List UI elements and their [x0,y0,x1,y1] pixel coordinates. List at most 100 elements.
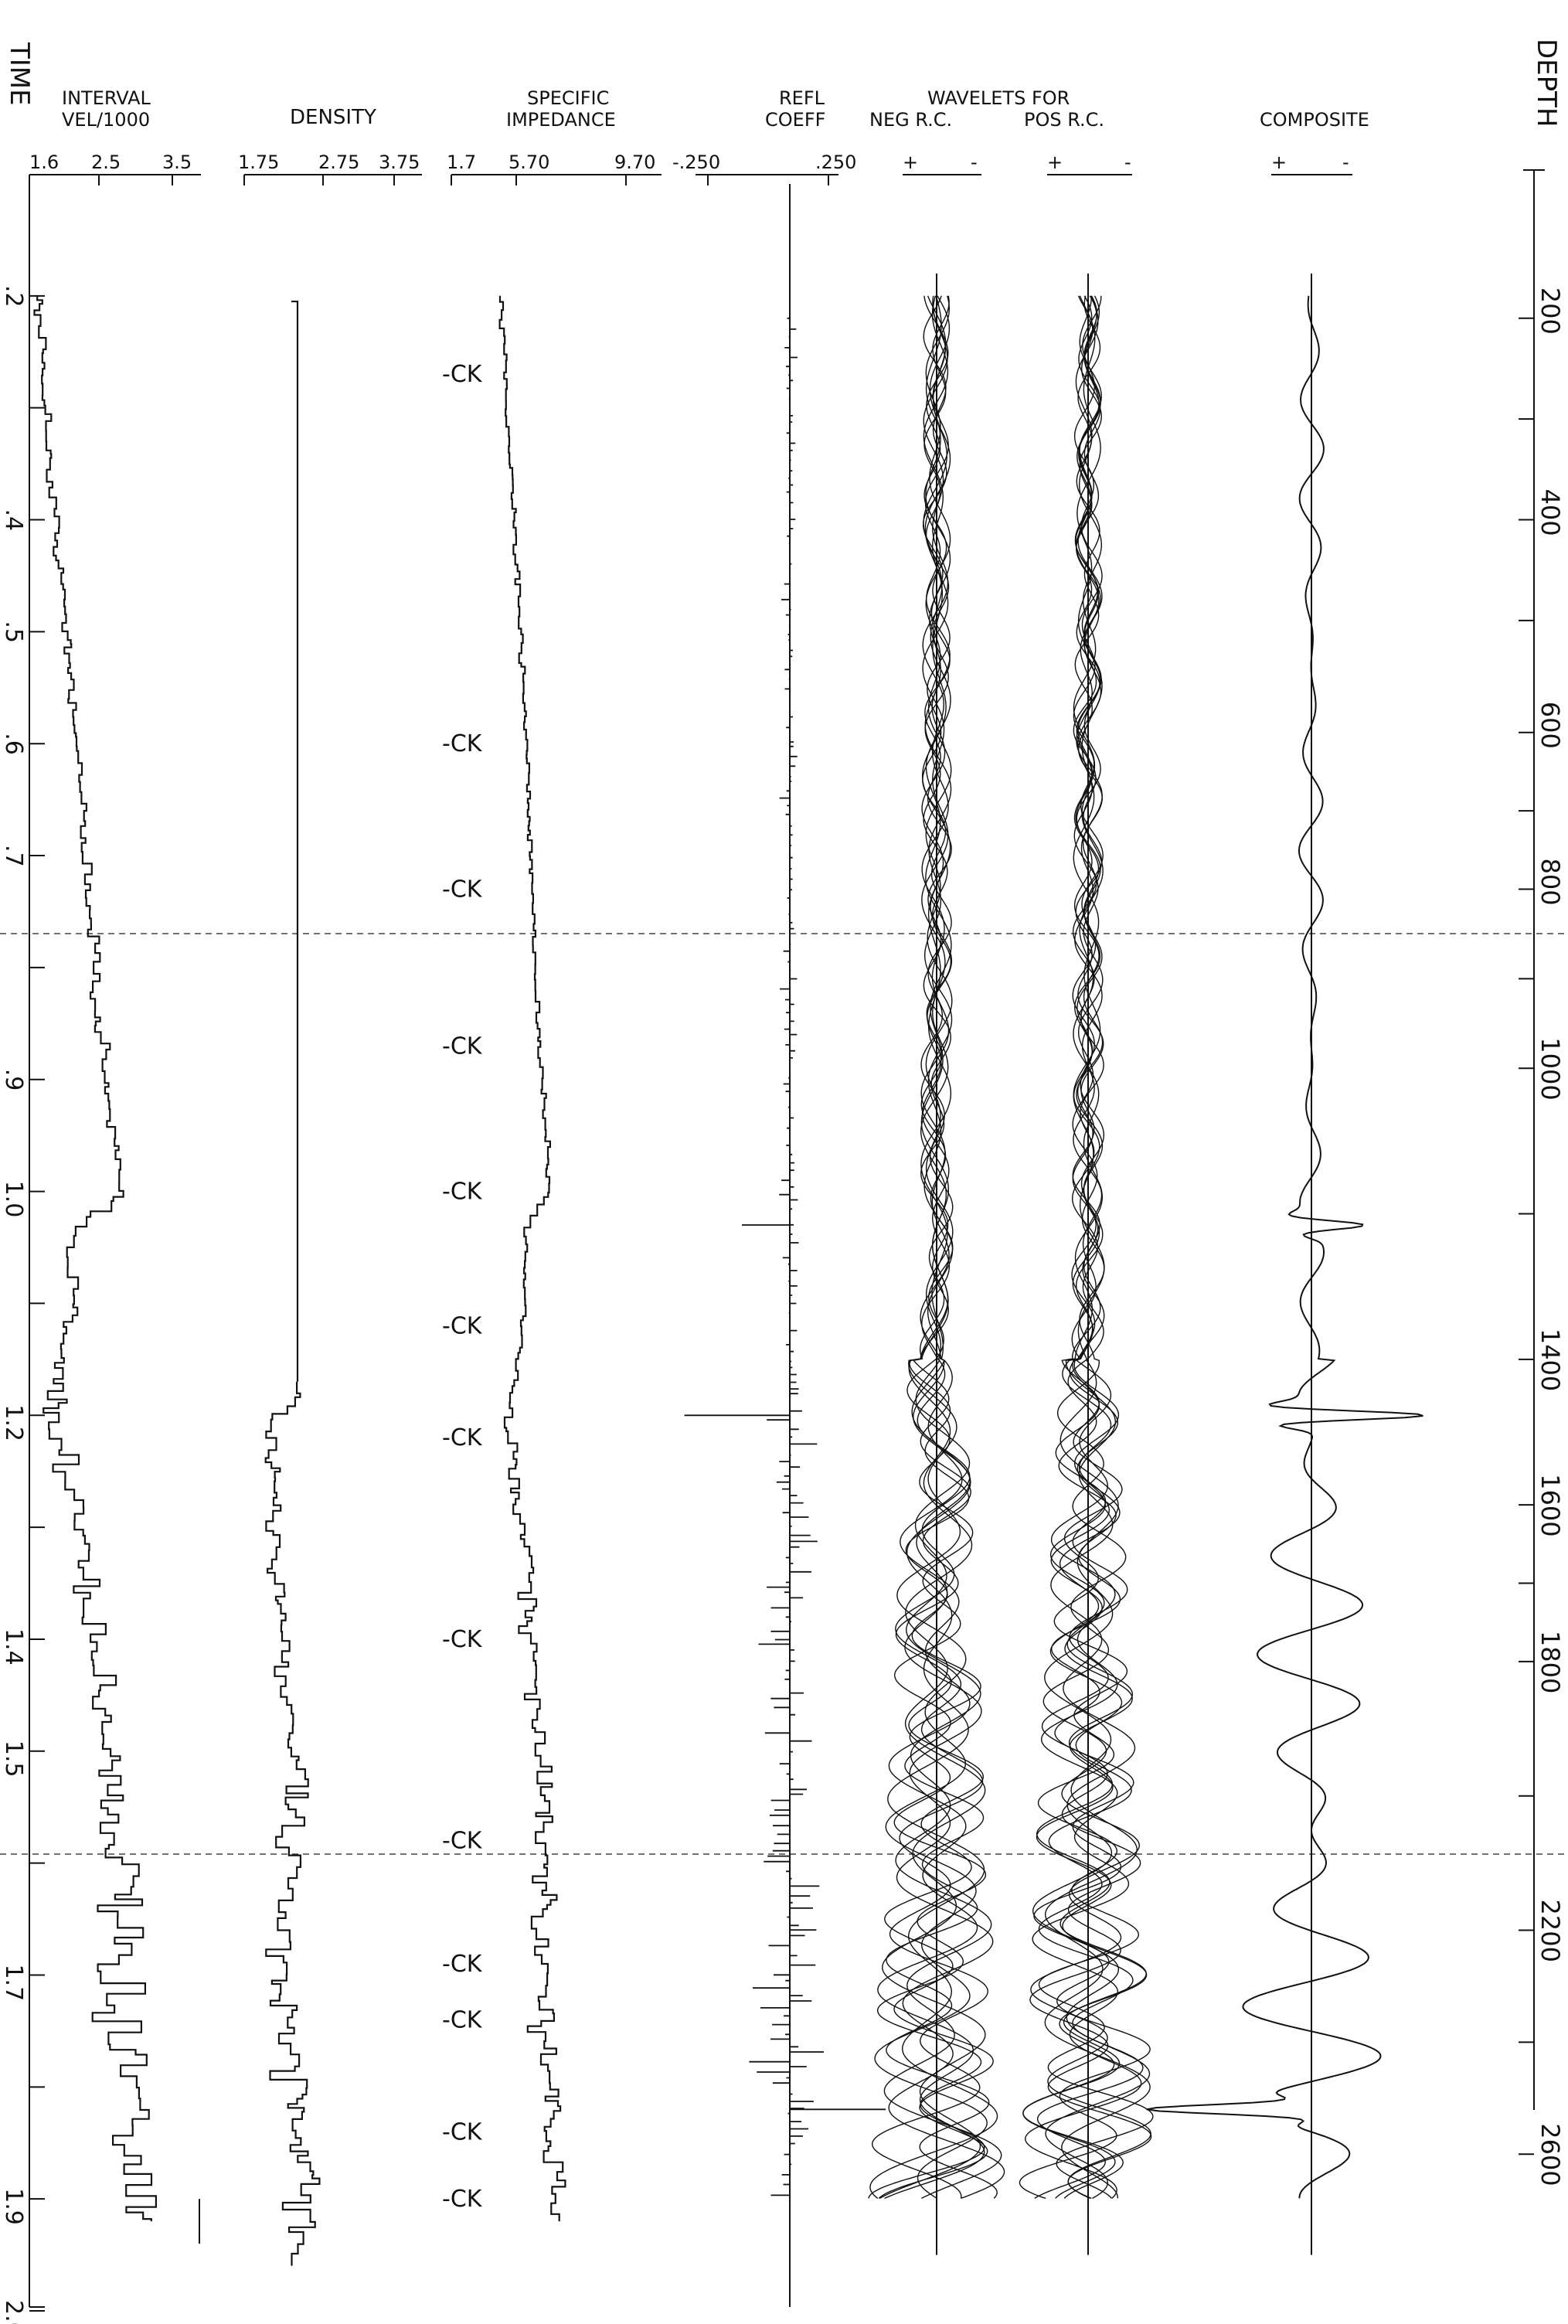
time-tick-label-12: 2.0 [0,2300,27,2324]
scale-bar-den [243,174,422,185]
scale-den-2: 2.75 [318,151,359,173]
ck-label-4: -CK [442,1179,483,1206]
scale-bar-rc [696,174,838,185]
ck-label-7: -CK [442,1626,483,1653]
track-headers: INTERVAL VEL/1000 DENSITY SPECIFIC IMPED… [62,87,1369,131]
scale-den-3: 3.75 [379,151,420,173]
scale-labels: 1.6 2.5 3.5 1.75 2.75 3.75 1.7 5.70 9.70… [29,151,1349,173]
header-wavelets-for: WAVELETS FOR [927,87,1070,109]
ck-label-11: -CK [442,2118,483,2145]
ck-label-3: -CK [442,1033,483,1060]
time-tick-label-6: 1.0 [0,1181,27,1218]
depth-tick-label-3: 800 [1536,859,1565,906]
time-tick-label-11: 1.9 [0,2188,27,2225]
ck-label-5: -CK [442,1312,483,1339]
ck-label-6: -CK [442,1424,483,1451]
header-specific-impedance-line2: IMPEDANCE [506,109,616,131]
depth-tick-label-6: 1600 [1536,1474,1565,1536]
time-tick-label-9: 1.5 [0,1740,27,1778]
depth-tick-label-4: 1000 [1536,1037,1565,1100]
velocity-curve [33,295,157,2222]
scale-imp-2: 5.70 [508,151,549,173]
header-interval-velocity-line2: VEL/1000 [62,109,150,131]
scale-neg-minus: - [971,151,978,173]
scale-comp-plus: + [1271,151,1287,173]
density-curve [264,1381,321,2266]
scale-imp-3: 9.70 [614,151,655,173]
depth-tick-label-7: 1800 [1536,1631,1565,1693]
time-tick-label-4: .7 [0,845,27,867]
ck-label-9: -CK [442,1951,483,1978]
time-tick-label-8: 1.4 [0,1628,27,1666]
header-refl-coeff-line1: REFL [779,87,825,109]
scale-neg-plus: + [903,151,918,173]
time-tick-label-3: .6 [0,733,27,755]
ck-label-8: -CK [442,1828,483,1855]
time-axis-title: TIME [4,42,35,106]
neg-wavelet-strand-7 [886,295,998,2199]
scale-pos-plus: + [1047,151,1063,173]
scale-den-1: 1.75 [238,151,279,173]
depth-tick-label-1: 400 [1536,489,1565,536]
header-refl-coeff: REFL COEFF [765,87,831,131]
scale-vel-3: 3.5 [162,151,192,173]
header-neg-rc: NEG R.C. [869,109,952,131]
reference-lines [0,933,1568,1855]
pos-wavelet-strand-4 [1032,295,1151,2200]
header-pos-rc: POS R.C. [1024,109,1104,131]
ck-label-0: -CK [442,361,483,388]
header-composite: COMPOSITE [1260,109,1369,131]
scale-bar-vel [29,174,201,185]
depth-axis-title: DEPTH [1531,39,1562,128]
time-tick-label-1: .4 [0,509,27,532]
scale-rc-1: -.250 [672,151,720,173]
depth-tick-label-2: 600 [1536,702,1565,749]
ck-labels: -CK -CK -CK -CK -CK -CK -CK -CK -CK -CK -CK -CK -CK [442,361,483,2213]
pos-wavelet-strand-6 [1022,295,1148,2199]
header-interval-velocity-line1: INTERVAL [62,87,151,109]
scale-vel-1: 1.6 [29,151,59,173]
ck-label-12: -CK [442,2186,483,2213]
pos-wavelet-strand-9 [1029,295,1152,2200]
neg-wavelet-strand-6 [877,295,985,2200]
scale-imp-1: 1.7 [447,151,476,173]
scale-pos-minus: - [1124,151,1131,173]
composite-trace [1146,295,1423,2199]
depth-tick-label-0: 200 [1536,288,1565,335]
neg-wavelet-strand-9 [868,295,987,2199]
time-tick-label-2: .5 [0,621,27,643]
pos-wavelet-strand-7 [1044,295,1151,2199]
ck-label-10: -CK [442,2006,483,2033]
header-specific-impedance-line1: SPECIFIC [527,87,609,109]
ck-label-2: -CK [442,876,483,903]
header-refl-coeff-line2: COEFF [765,109,825,131]
header-density: DENSITY [290,106,376,129]
axes [29,169,1545,2312]
neg-wavelet-strand-8 [871,295,988,2199]
depth-tick-label-5: 1400 [1536,1329,1565,1391]
ck-label-1: -CK [442,730,483,757]
time-tick-label-7: 1.2 [0,1404,27,1441]
neg-wavelet-strand-5 [878,295,994,2199]
scale-comp-minus: - [1342,151,1349,173]
scale-vel-2: 2.5 [91,151,121,173]
rc-spikes [684,317,886,2196]
impedance-curve [498,295,566,2222]
pos-wavelet-strand-5 [1025,295,1142,2199]
time-tick-label-0: .2 [0,285,27,308]
tick-labels: .2 .4 .5 .6 .7 .9 1.0 1.2 1.4 1.5 1.7 1.9 2.0 200 400 6… [0,285,1565,2324]
header-specific-impedance: SPECIFIC IMPEDANCE [506,87,616,131]
scale-bar-imp [451,174,662,185]
pos-wavelet-strand-1 [1030,295,1151,2200]
depth-tick-label-8: 2200 [1536,1900,1565,1962]
neg-wavelet-strand-2 [883,295,1002,2200]
pos-wavelet-strand-8 [1019,295,1151,2200]
time-tick-label-5: .9 [0,1069,27,1091]
scale-rc-2: .250 [815,151,856,173]
time-tick-label-10: 1.7 [0,1964,27,2001]
tracks [33,184,1423,2307]
depth-tick-label-9: 2600 [1536,2123,1565,2186]
header-interval-velocity: INTERVAL VEL/1000 [62,87,157,131]
